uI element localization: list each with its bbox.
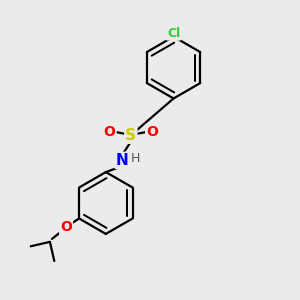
Text: O: O bbox=[60, 220, 72, 234]
Text: H: H bbox=[130, 152, 140, 165]
Text: O: O bbox=[104, 125, 116, 139]
Text: O: O bbox=[146, 125, 158, 139]
Text: N: N bbox=[116, 153, 128, 168]
Text: Cl: Cl bbox=[167, 27, 180, 40]
Text: S: S bbox=[125, 128, 136, 143]
